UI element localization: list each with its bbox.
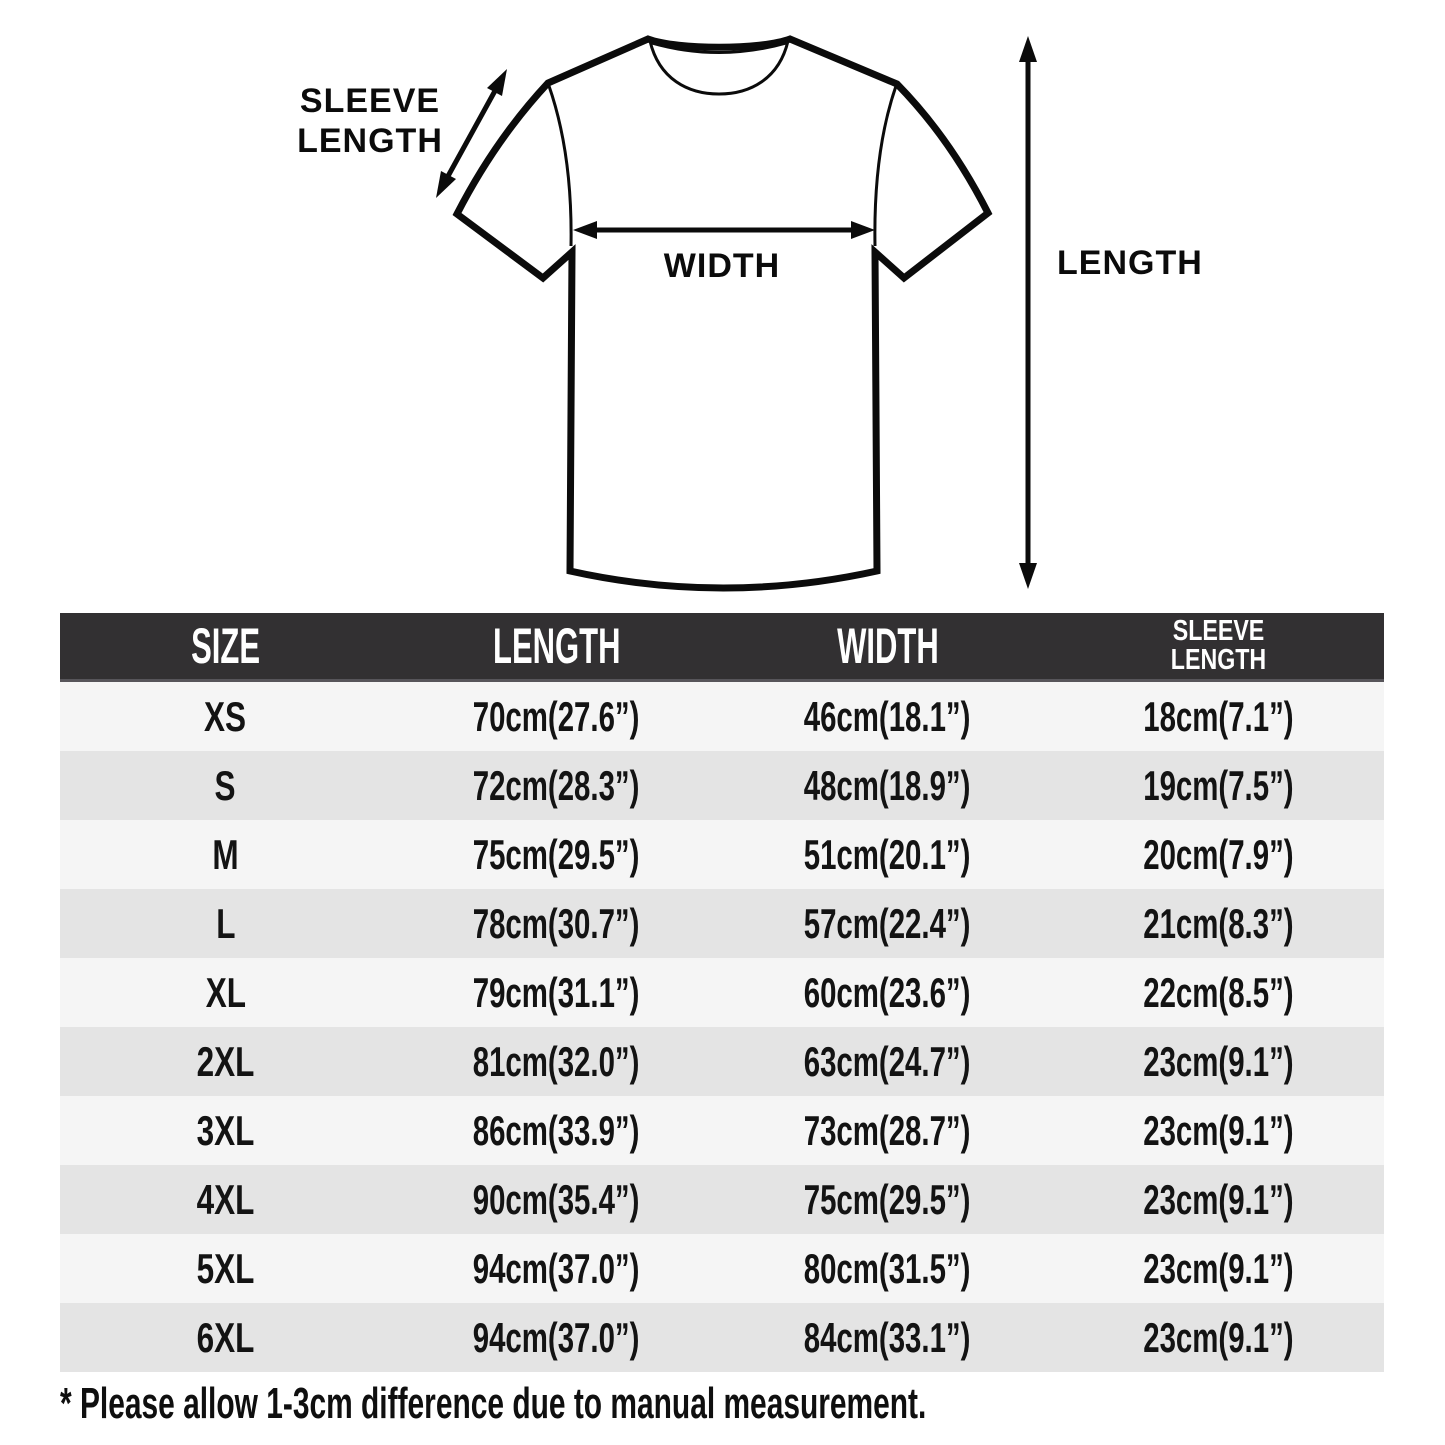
cell-width: 73cm(28.7”) bbox=[804, 1106, 971, 1154]
cell-length: 79cm(31.1”) bbox=[473, 968, 640, 1016]
length-arrow bbox=[1019, 36, 1037, 589]
cell-length: 70cm(27.6”) bbox=[473, 692, 640, 740]
cell-size: 3XL bbox=[196, 1106, 255, 1154]
table-row-6xl: 6XL 94cm(37.0”) 84cm(33.1”) 23cm(9.1”) bbox=[60, 1303, 1384, 1372]
cell-sleeve: 23cm(9.1”) bbox=[1143, 1244, 1294, 1292]
cell-width: 60cm(23.6”) bbox=[804, 968, 971, 1016]
table-row-2xl: 2XL 81cm(32.0”) 63cm(24.7”) 23cm(9.1”) bbox=[60, 1027, 1384, 1096]
cell-width: 75cm(29.5”) bbox=[804, 1175, 971, 1223]
measurement-disclaimer: * Please allow 1-3cm difference due to m… bbox=[60, 1379, 1440, 1429]
cell-size: 2XL bbox=[196, 1037, 255, 1085]
table-row-s: S 72cm(28.3”) 48cm(18.9”) 19cm(7.5”) bbox=[60, 751, 1384, 820]
sleeve-length-label-line1: SLEEVE bbox=[300, 82, 440, 120]
table-row-4xl: 4XL 90cm(35.4”) 75cm(29.5”) 23cm(9.1”) bbox=[60, 1165, 1384, 1234]
sleeve-length-arrow bbox=[436, 69, 507, 198]
cell-length: 86cm(33.9”) bbox=[473, 1106, 640, 1154]
size-table-body: XS 70cm(27.6”) 46cm(18.1”) 18cm(7.1”) S … bbox=[60, 682, 1384, 1372]
cell-size: XL bbox=[205, 968, 246, 1016]
cell-sleeve: 21cm(8.3”) bbox=[1143, 899, 1294, 947]
tshirt-outline bbox=[452, 35, 993, 592]
cell-width: 46cm(18.1”) bbox=[804, 692, 971, 740]
column-header-length: LENGTH bbox=[391, 617, 722, 675]
cell-sleeve: 23cm(9.1”) bbox=[1143, 1037, 1294, 1085]
cell-sleeve: 20cm(7.9”) bbox=[1143, 830, 1294, 878]
column-header-sleeve-label-line2: LENGTH bbox=[1170, 644, 1267, 676]
cell-length: 90cm(35.4”) bbox=[473, 1175, 640, 1223]
table-row-5xl: 5XL 94cm(37.0”) 80cm(31.5”) 23cm(9.1”) bbox=[60, 1234, 1384, 1303]
arrowhead-icon bbox=[851, 221, 875, 239]
arrowhead-icon bbox=[1019, 36, 1037, 62]
column-header-size-label: SIZE bbox=[191, 618, 260, 674]
cell-sleeve: 23cm(9.1”) bbox=[1143, 1313, 1294, 1361]
cell-width: 80cm(31.5”) bbox=[804, 1244, 971, 1292]
cell-width: 51cm(20.1”) bbox=[804, 830, 971, 878]
tshirt-armhole-right bbox=[873, 85, 898, 247]
column-header-size: SIZE bbox=[60, 617, 391, 675]
tshirt-collar-ribbing bbox=[651, 41, 787, 54]
cell-size: M bbox=[212, 830, 239, 878]
column-header-width: WIDTH bbox=[722, 617, 1053, 675]
cell-length: 72cm(28.3”) bbox=[473, 761, 640, 809]
width-label: WIDTH bbox=[664, 247, 780, 285]
cell-sleeve: 23cm(9.1”) bbox=[1143, 1106, 1294, 1154]
cell-length: 94cm(37.0”) bbox=[473, 1313, 640, 1361]
cell-length: 81cm(32.0”) bbox=[473, 1037, 640, 1085]
tshirt-measurement-diagram: SLEEVE LENGTH WIDTH LENGTH bbox=[297, 35, 1203, 592]
cell-size: L bbox=[215, 899, 236, 947]
width-arrow bbox=[573, 221, 875, 239]
arrowhead-icon bbox=[573, 221, 597, 239]
cell-width: 84cm(33.1”) bbox=[804, 1313, 971, 1361]
column-header-width-label: WIDTH bbox=[836, 618, 939, 674]
arrowhead-icon bbox=[1019, 563, 1037, 589]
table-row-xs: XS 70cm(27.6”) 46cm(18.1”) 18cm(7.1”) bbox=[60, 682, 1384, 751]
cell-size: XS bbox=[204, 692, 247, 740]
table-row-l: L 78cm(30.7”) 57cm(22.4”) 21cm(8.3”) bbox=[60, 889, 1384, 958]
cell-length: 94cm(37.0”) bbox=[473, 1244, 640, 1292]
measurement-disclaimer-text: * Please allow 1-3cm difference due to m… bbox=[60, 1379, 927, 1428]
cell-width: 48cm(18.9”) bbox=[804, 761, 971, 809]
cell-sleeve: 19cm(7.5”) bbox=[1143, 761, 1294, 809]
cell-size: 5XL bbox=[196, 1244, 255, 1292]
table-row-3xl: 3XL 86cm(33.9”) 73cm(28.7”) 23cm(9.1”) bbox=[60, 1096, 1384, 1165]
tshirt-armhole-left bbox=[547, 85, 573, 247]
arrowhead-icon bbox=[436, 171, 456, 198]
cell-width: 63cm(24.7”) bbox=[804, 1037, 971, 1085]
cell-sleeve: 22cm(8.5”) bbox=[1143, 968, 1294, 1016]
size-table: SIZE LENGTH WIDTH SLEEVE LENGTH XS 70cm(… bbox=[60, 613, 1384, 1372]
sleeve-length-label-line2: LENGTH bbox=[297, 122, 443, 160]
tshirt-collar-scoop bbox=[648, 40, 790, 96]
cell-size: 6XL bbox=[196, 1313, 255, 1361]
length-label: LENGTH bbox=[1057, 244, 1203, 282]
cell-length: 75cm(29.5”) bbox=[473, 830, 640, 878]
size-table-header-row: SIZE LENGTH WIDTH SLEEVE LENGTH bbox=[60, 613, 1384, 682]
column-header-sleeve-length: SLEEVE LENGTH bbox=[1053, 617, 1384, 675]
cell-sleeve: 18cm(7.1”) bbox=[1143, 692, 1294, 740]
cell-width: 57cm(22.4”) bbox=[804, 899, 971, 947]
cell-sleeve: 23cm(9.1”) bbox=[1143, 1175, 1294, 1223]
arrowhead-icon bbox=[487, 69, 507, 96]
column-header-length-label: LENGTH bbox=[492, 618, 621, 674]
cell-size: S bbox=[214, 761, 236, 809]
cell-length: 78cm(30.7”) bbox=[473, 899, 640, 947]
column-header-sleeve-label-line1: SLEEVE bbox=[1172, 615, 1265, 647]
cell-size: 4XL bbox=[196, 1175, 255, 1223]
table-row-m: M 75cm(29.5”) 51cm(20.1”) 20cm(7.9”) bbox=[60, 820, 1384, 889]
table-row-xl: XL 79cm(31.1”) 60cm(23.6”) 22cm(8.5”) bbox=[60, 958, 1384, 1027]
